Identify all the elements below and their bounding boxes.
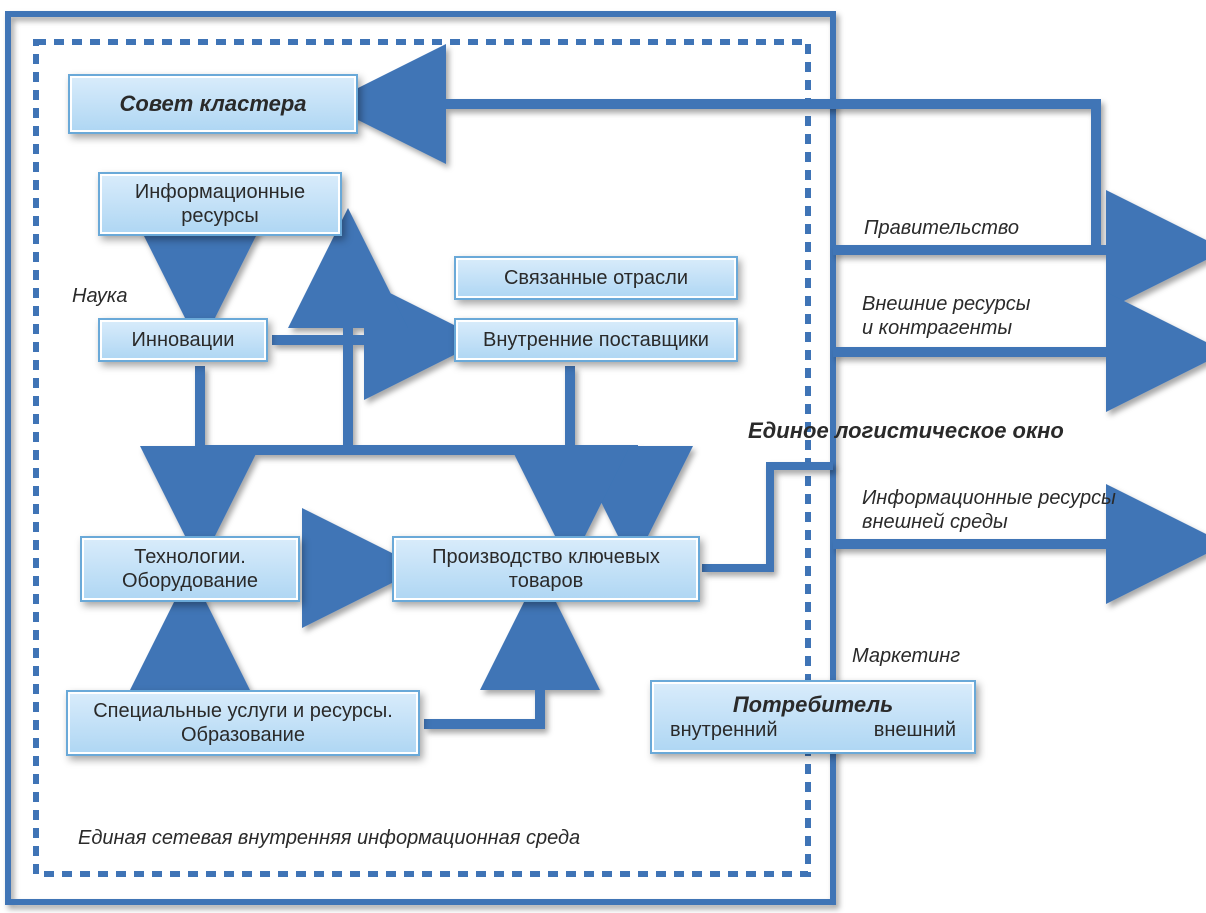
label-marketing: Маркетинг xyxy=(852,644,960,668)
label-science: Наука xyxy=(72,284,127,308)
node-key-goods-production: Производство ключевыхтоваров xyxy=(392,536,700,602)
consumer-internal-label: внутренний xyxy=(670,718,778,742)
label-external-resources-2: и контрагенты xyxy=(862,316,1012,340)
node-special-services-education: Специальные услуги и ресурсы.Образование xyxy=(66,690,420,756)
node-technologies-equipment: Технологии.Оборудование xyxy=(80,536,300,602)
outer-frame xyxy=(8,14,833,902)
consumer-title: Потребитель xyxy=(733,692,893,718)
label-logistics-window: Единое логистическое окно xyxy=(748,418,1064,444)
consumer-external-label: внешний xyxy=(874,718,956,742)
arrow-services-to-prod xyxy=(424,606,540,724)
label-government: Правительство xyxy=(864,216,1019,240)
node-internal-suppliers: Внутренние поставщики xyxy=(454,318,738,362)
node-information-resources: Информационныересурсы xyxy=(98,172,342,236)
label-info-env-1: Информационные ресурсы xyxy=(862,486,1116,510)
node-cluster-council: Совет кластера xyxy=(68,74,358,134)
node-innovations: Инновации xyxy=(98,318,268,362)
node-related-industries: Связанные отрасли xyxy=(454,256,738,300)
label-external-resources-1: Внешние ресурсы xyxy=(862,292,1031,316)
arrow-mid-to-prod xyxy=(200,450,633,530)
node-consumer: Потребитель внутренний внешний xyxy=(650,680,976,754)
connections-layer xyxy=(0,0,1206,913)
label-info-env-2: внешней среды xyxy=(862,510,1008,534)
diagram-canvas: Совет кластера Информационныересурсы Инн… xyxy=(0,0,1206,913)
connector-prod-to-frame xyxy=(702,466,833,568)
label-footer-info-env: Единая сетевая внутренняя информационная… xyxy=(78,826,580,850)
